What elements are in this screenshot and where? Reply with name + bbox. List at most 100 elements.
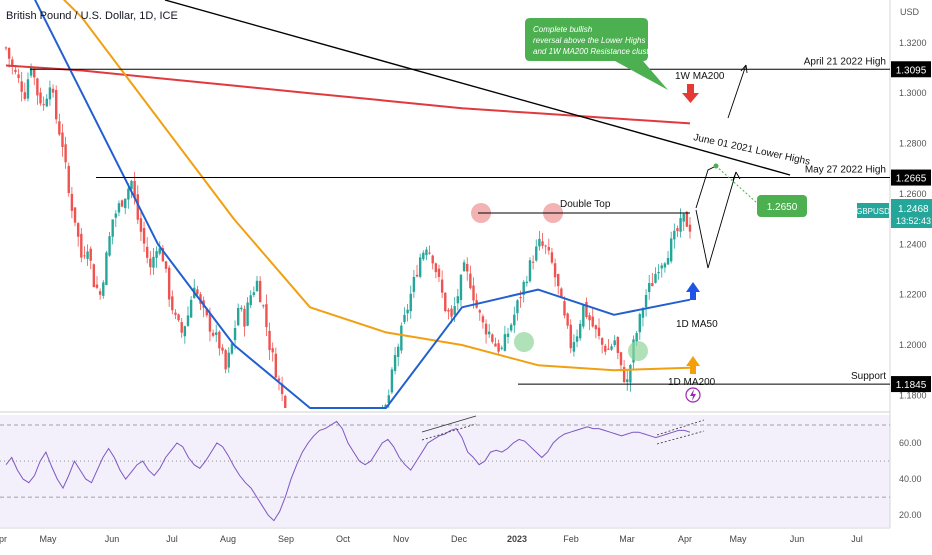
support-circle-1 bbox=[514, 332, 534, 352]
candle-down bbox=[180, 322, 183, 333]
callout-line-3: and 1W MA200 Resistance cluster bbox=[533, 47, 656, 56]
candle-down bbox=[177, 314, 180, 321]
candle-down bbox=[437, 268, 441, 277]
rsi-tick-label: 20.00 bbox=[899, 510, 922, 520]
candle-up bbox=[679, 217, 682, 232]
candle-down bbox=[64, 144, 67, 163]
level-tag bbox=[891, 61, 931, 78]
candle-up bbox=[86, 251, 89, 259]
candle-up bbox=[108, 236, 111, 256]
candle-down bbox=[447, 309, 450, 312]
candle-down bbox=[428, 252, 431, 254]
candle-down bbox=[622, 367, 626, 382]
candle-down bbox=[149, 258, 152, 268]
ma200-1d-label: 1D MA200 bbox=[668, 377, 716, 388]
candle-up bbox=[669, 238, 673, 262]
candle-up bbox=[528, 260, 532, 282]
candle-down bbox=[262, 305, 265, 307]
time-tick-label: Jul bbox=[166, 534, 178, 544]
candle-down bbox=[566, 313, 569, 326]
price-tick-label: 1.2800 bbox=[899, 139, 927, 149]
candle-up bbox=[525, 281, 529, 284]
callout-bubble: Complete bullish reversal above the Lowe… bbox=[525, 18, 668, 90]
candle-down bbox=[174, 312, 177, 315]
price-tick-label: 1.3200 bbox=[899, 38, 927, 48]
candle-up bbox=[459, 274, 463, 300]
projection-up-1 bbox=[695, 165, 717, 209]
candle-up bbox=[418, 257, 422, 277]
candle-up bbox=[522, 281, 525, 295]
candle-down bbox=[265, 304, 268, 328]
chart-title: British Pound / U.S. Dollar, 1D, ICE bbox=[6, 10, 178, 22]
ma200-1d-arrow-icon bbox=[686, 356, 700, 374]
candle-down bbox=[139, 218, 143, 232]
candle-down bbox=[39, 92, 42, 104]
candle-up bbox=[215, 332, 218, 335]
projection-to-high bbox=[727, 64, 747, 119]
candle-down bbox=[560, 288, 563, 298]
candle-up bbox=[666, 257, 670, 265]
candle-down bbox=[600, 338, 604, 345]
candle-up bbox=[682, 213, 685, 222]
candle-down bbox=[481, 316, 485, 323]
candle-up bbox=[158, 248, 161, 254]
price-axis: 1.3200 1.3000 1.2800 1.2600 1.2400 1.2200 1.20… bbox=[899, 38, 927, 401]
candle-up bbox=[644, 295, 648, 308]
target-label: 1.2650 bbox=[767, 202, 798, 213]
candle-up bbox=[506, 333, 510, 338]
candle-down bbox=[284, 395, 287, 408]
candle-up bbox=[26, 79, 30, 99]
candle-up bbox=[227, 352, 230, 368]
candle-up bbox=[127, 188, 130, 200]
candle-down bbox=[491, 334, 494, 342]
time-tick-label: Jul bbox=[851, 534, 863, 544]
candle-down bbox=[167, 267, 171, 300]
candle-down bbox=[531, 261, 535, 263]
candle-down bbox=[415, 274, 419, 277]
candle-up bbox=[406, 309, 409, 314]
candle-down bbox=[585, 301, 588, 318]
candle-up bbox=[641, 309, 645, 318]
candle-down bbox=[161, 247, 165, 262]
candle-down bbox=[619, 352, 623, 366]
candle-down bbox=[36, 78, 39, 96]
candle-up bbox=[513, 314, 516, 326]
candle-down bbox=[519, 297, 522, 299]
time-tick-label: Mar bbox=[619, 534, 635, 544]
candle-down bbox=[199, 294, 202, 304]
candle-down bbox=[466, 263, 469, 272]
candle-down bbox=[604, 345, 607, 352]
candle-up bbox=[516, 300, 519, 314]
candle-down bbox=[497, 343, 500, 352]
candle-down bbox=[80, 233, 83, 258]
projection-down-up bbox=[695, 171, 737, 269]
candle-up bbox=[183, 326, 187, 337]
candle-up bbox=[500, 347, 503, 349]
price-tick-label: 1.2600 bbox=[899, 189, 927, 199]
candle-up bbox=[240, 307, 243, 310]
candle-down bbox=[258, 280, 262, 303]
candle-down bbox=[14, 69, 17, 72]
candle-down bbox=[274, 353, 278, 378]
time-tick-label: Feb bbox=[563, 534, 579, 544]
rsi-tick-label: 40.00 bbox=[899, 474, 922, 484]
candle-up bbox=[111, 219, 114, 237]
candle-up bbox=[575, 336, 579, 342]
candle-down bbox=[431, 255, 434, 264]
1w-ma200-line bbox=[5, 64, 691, 125]
levels-layer: April 21 2022 High 1.3095 May 27 2022 High… bbox=[30, 56, 931, 393]
time-tick-label: Apr bbox=[0, 534, 7, 544]
candle-down bbox=[591, 316, 594, 327]
rsi-background bbox=[0, 415, 890, 527]
candle-up bbox=[409, 293, 412, 312]
candle-up bbox=[384, 404, 387, 408]
candle-up bbox=[629, 364, 632, 383]
candle-up bbox=[397, 346, 400, 357]
time-tick-label: Jun bbox=[105, 534, 120, 544]
candle-up bbox=[456, 296, 460, 304]
candle-up bbox=[400, 325, 403, 351]
candle-up bbox=[654, 273, 657, 283]
time-tick-label: May bbox=[39, 534, 57, 544]
candle-down bbox=[685, 211, 689, 227]
countdown: 13:52:43 bbox=[896, 216, 931, 226]
